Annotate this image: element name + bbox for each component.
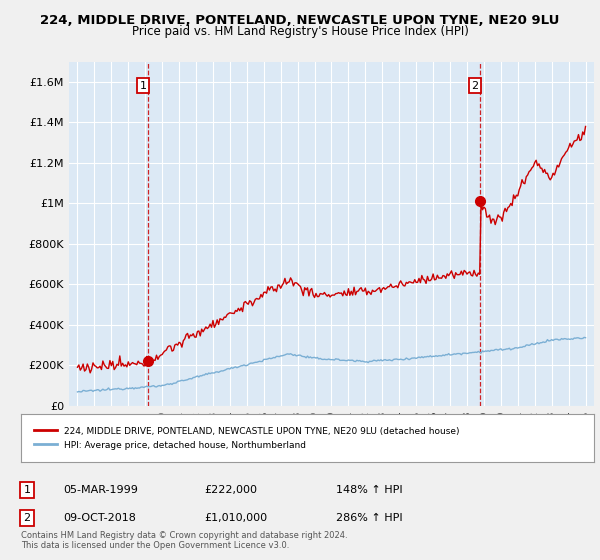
Text: Price paid vs. HM Land Registry's House Price Index (HPI): Price paid vs. HM Land Registry's House …: [131, 25, 469, 38]
Text: £222,000: £222,000: [204, 485, 257, 495]
Text: Contains HM Land Registry data © Crown copyright and database right 2024.
This d: Contains HM Land Registry data © Crown c…: [21, 530, 347, 550]
Text: 224, MIDDLE DRIVE, PONTELAND, NEWCASTLE UPON TYNE, NE20 9LU: 224, MIDDLE DRIVE, PONTELAND, NEWCASTLE …: [40, 14, 560, 27]
Text: 286% ↑ HPI: 286% ↑ HPI: [336, 513, 403, 523]
Text: £1,010,000: £1,010,000: [204, 513, 267, 523]
Legend: 224, MIDDLE DRIVE, PONTELAND, NEWCASTLE UPON TYNE, NE20 9LU (detached house), HP: 224, MIDDLE DRIVE, PONTELAND, NEWCASTLE …: [31, 424, 462, 452]
Text: 1: 1: [23, 485, 31, 495]
Text: 09-OCT-2018: 09-OCT-2018: [63, 513, 136, 523]
Text: 05-MAR-1999: 05-MAR-1999: [63, 485, 138, 495]
Text: 2: 2: [472, 81, 479, 91]
Text: 2: 2: [23, 513, 31, 523]
Text: 148% ↑ HPI: 148% ↑ HPI: [336, 485, 403, 495]
Text: 1: 1: [140, 81, 146, 91]
